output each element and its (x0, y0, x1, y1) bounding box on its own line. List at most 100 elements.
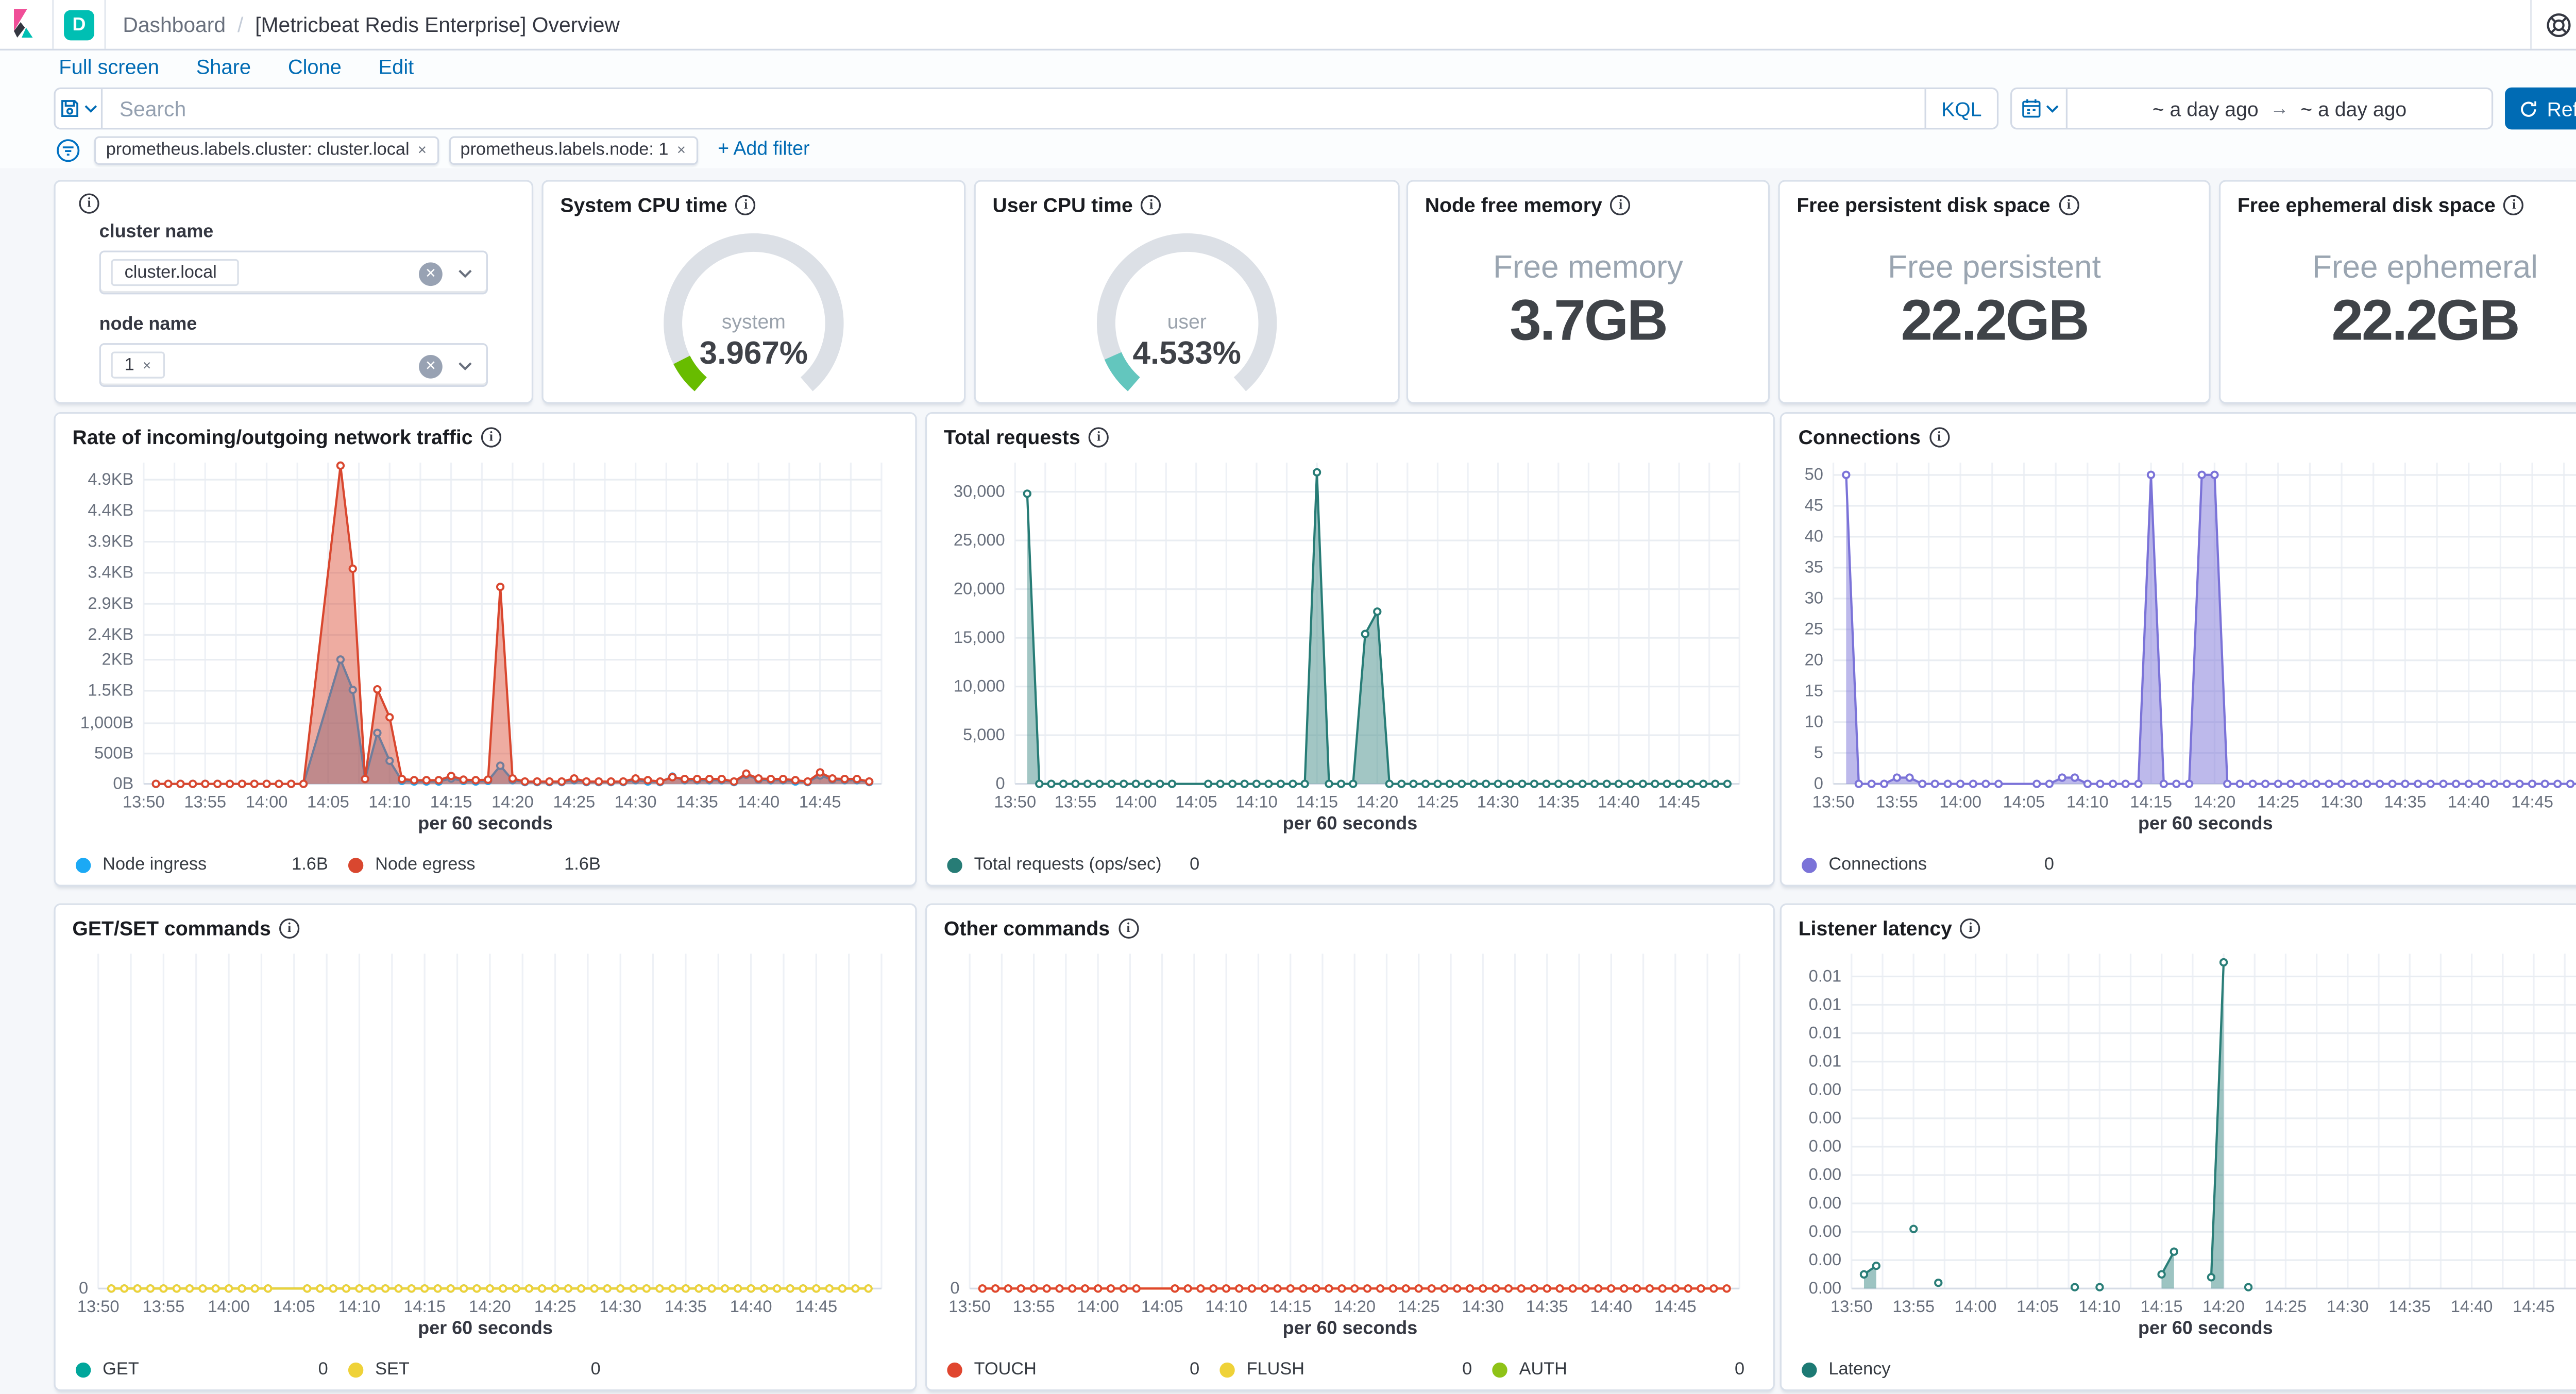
date-quick-menu-button[interactable] (2012, 89, 2067, 128)
svg-text:14:00: 14:00 (1077, 1297, 1119, 1316)
legend-series-dot-icon (947, 857, 962, 872)
svg-text:13:50: 13:50 (948, 1297, 991, 1316)
system-cpu-gauge-panel: System CPU time system3.967% (541, 180, 965, 403)
info-icon[interactable] (1141, 195, 1161, 215)
info-icon[interactable] (279, 919, 299, 939)
svg-text:14:25: 14:25 (553, 792, 595, 811)
svg-text:0.01: 0.01 (1809, 966, 1842, 985)
remove-filter-icon[interactable]: × (677, 141, 686, 158)
kibana-logo-icon (8, 7, 44, 42)
legend-series-value: 0 (591, 1359, 601, 1379)
info-icon[interactable] (1960, 919, 1980, 939)
edit-link[interactable]: Edit (379, 56, 414, 79)
legend-item[interactable]: Node egress1.6B (348, 855, 601, 875)
legend-series-dot-icon (76, 1362, 91, 1376)
chart-legend: Node ingress 1.6B Node egress1.6B (56, 844, 916, 885)
space-badge[interactable]: D (64, 9, 94, 40)
legend-item[interactable]: Total requests (ops/sec)0 (947, 855, 1199, 875)
full-screen-link[interactable]: Full screen (59, 56, 159, 79)
dashboard-top-nav: Full screen Share Clone Edit (59, 56, 414, 79)
connections-chart[interactable]: 0510152025303540455013:5013:5514:0014:05… (1792, 449, 2576, 814)
info-icon[interactable] (481, 427, 501, 447)
legend-item[interactable]: FLUSH0 (1219, 1359, 1472, 1379)
info-icon[interactable] (79, 194, 99, 214)
query-bar: KQL ~ a day ago → ~ a day ago Refresh (54, 88, 2576, 130)
x-axis-title: per 60 seconds (1782, 1319, 2576, 1344)
system-cpu-gauge: system3.967% (544, 217, 964, 402)
add-filter-button[interactable]: + Add filter (718, 140, 810, 160)
info-icon[interactable] (2504, 195, 2524, 215)
legend-item[interactable]: Connections0 (1802, 855, 2054, 875)
filter-pill-node[interactable]: prometheus.labels.node: 1 × (449, 135, 698, 164)
chevron-down-icon[interactable] (457, 269, 472, 279)
svg-text:0.01: 0.01 (1809, 994, 1842, 1013)
svg-text:0.00: 0.00 (1809, 1108, 1842, 1127)
remove-option-icon[interactable]: × (143, 356, 151, 373)
x-axis-title: per 60 seconds (1782, 814, 2576, 839)
legend-series-value: 1.6B (292, 855, 328, 875)
total-requests-chart[interactable]: 05,00010,00015,00020,00025,00030,00013:5… (937, 449, 1763, 814)
chart-legend: TOUCH0 FLUSH0 AUTH0 (927, 1349, 1773, 1389)
chevron-down-icon[interactable] (457, 362, 472, 372)
x-axis-title: per 60 seconds (927, 1319, 1773, 1344)
legend-item[interactable]: AUTH0 (1492, 1359, 1744, 1379)
legend-item[interactable]: Node ingress 1.6B (76, 855, 328, 875)
svg-text:14:20: 14:20 (1333, 1297, 1376, 1316)
date-range[interactable]: ~ a day ago → ~ a day ago (2067, 89, 2492, 128)
search-input[interactable] (103, 89, 1924, 128)
legend-series-dot-icon (76, 857, 91, 872)
svg-text:system: system (722, 311, 786, 333)
get-set-commands-chart[interactable]: 013:5013:5514:0014:0514:1014:1514:2014:2… (65, 940, 905, 1319)
date-range-end[interactable]: ~ a day ago (2300, 97, 2406, 121)
refresh-button[interactable]: Refresh (2505, 88, 2576, 130)
breadcrumb: Dashboard / [Metricbeat Redis Enterprise… (123, 12, 620, 36)
clear-selection-icon[interactable]: ✕ (419, 355, 443, 379)
info-icon[interactable] (2059, 195, 2079, 215)
cluster-name-combobox[interactable]: cluster.local ✕ (99, 251, 488, 295)
saved-query-menu-button[interactable] (56, 89, 103, 128)
clear-selection-icon[interactable]: ✕ (419, 262, 443, 286)
legend-item[interactable]: TOUCH0 (947, 1359, 1199, 1379)
clone-link[interactable]: Clone (288, 56, 342, 79)
other-commands-chart[interactable]: 013:5013:5514:0014:0514:1014:1514:2014:2… (937, 940, 1763, 1319)
legend-item[interactable]: SET0 (348, 1359, 601, 1379)
info-icon[interactable] (736, 195, 756, 215)
svg-text:3.4KB: 3.4KB (88, 563, 133, 582)
info-icon[interactable] (1611, 195, 1631, 215)
filter-options-button[interactable] (56, 137, 81, 162)
svg-text:14:45: 14:45 (1654, 1297, 1697, 1316)
query-language-button[interactable]: KQL (1924, 89, 1996, 128)
info-icon[interactable] (1089, 427, 1109, 447)
listener-latency-chart[interactable]: 0.000.000.000.000.000.000.000.000.010.01… (1792, 940, 2576, 1319)
x-axis-title: per 60 seconds (56, 814, 916, 839)
node-name-combobox[interactable]: 1 × ✕ (99, 343, 488, 387)
svg-text:14:25: 14:25 (2265, 1297, 2307, 1316)
free-ephemeral-disk-panel: Free ephemeral disk space Free ephemeral… (2219, 180, 2576, 403)
svg-text:3.967%: 3.967% (700, 335, 808, 371)
svg-text:14:00: 14:00 (246, 792, 288, 811)
info-icon[interactable] (1118, 919, 1138, 939)
control-cluster-name: cluster name cluster.local ✕ (99, 222, 488, 294)
info-icon[interactable] (1929, 427, 1949, 447)
user-cpu-gauge-panel: User CPU time user4.533% (974, 180, 1400, 403)
network-traffic-chart[interactable]: 0B500B1,000B1.5KB2KB2.4KB2.9KB3.4KB3.9KB… (65, 449, 905, 814)
help-button[interactable] (2532, 0, 2576, 49)
legend-series-label: FLUSH (1247, 1359, 1304, 1379)
svg-text:14:25: 14:25 (2257, 792, 2299, 811)
chart-legend: Latency (1782, 1349, 2576, 1389)
svg-text:14:15: 14:15 (1269, 1297, 1312, 1316)
date-range-start[interactable]: ~ a day ago (2153, 97, 2259, 121)
legend-series-label: Node ingress (103, 855, 207, 875)
kibana-dashboard-app: D Dashboard / [Metricbeat Redis Enterpri… (0, 0, 2576, 1394)
breadcrumb-dashboard[interactable]: Dashboard (123, 12, 226, 36)
legend-item[interactable]: GET0 (76, 1359, 328, 1379)
legend-series-dot-icon (947, 1362, 962, 1376)
share-link[interactable]: Share (196, 56, 251, 79)
kibana-logo[interactable] (0, 0, 52, 49)
filter-pill-cluster[interactable]: prometheus.labels.cluster: cluster.local… (94, 135, 438, 164)
legend-item[interactable]: Latency (1802, 1359, 2054, 1379)
svg-text:14:15: 14:15 (430, 792, 472, 811)
header-divider (104, 0, 106, 49)
remove-filter-icon[interactable]: × (418, 141, 427, 158)
svg-text:14:10: 14:10 (338, 1297, 381, 1316)
